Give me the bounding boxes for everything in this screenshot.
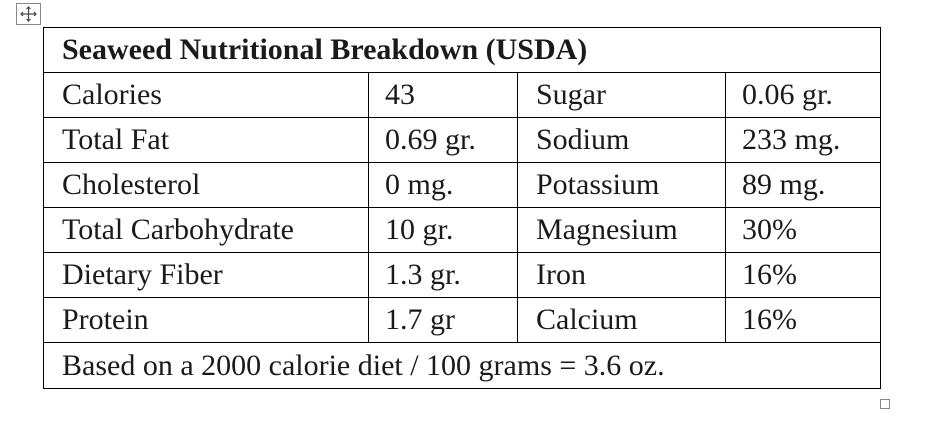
table-move-handle[interactable] <box>16 3 41 25</box>
nutrient-value: 0.69 gr. <box>368 117 518 163</box>
nutrient-name: Iron <box>517 252 726 298</box>
nutrient-name: Dietary Fiber <box>43 252 369 298</box>
nutrient-value: 1.3 gr. <box>368 252 518 298</box>
move-icon <box>20 6 37 22</box>
table-title: Seaweed Nutritional Breakdown (USDA) <box>42 27 882 73</box>
table-footer: Based on a 2000 calorie diet / 100 grams… <box>42 342 882 389</box>
nutrient-name: Magnesium <box>517 207 726 253</box>
table-row: Protein 1.7 gr Calcium 16% <box>43 297 882 343</box>
table-row: Calories 43 Sugar 0.06 gr. <box>43 72 882 118</box>
footer-row: Based on a 2000 calorie diet / 100 grams… <box>42 342 882 389</box>
title-row: Seaweed Nutritional Breakdown (USDA) <box>42 27 882 73</box>
nutrient-name: Cholesterol <box>43 162 369 208</box>
nutrient-value: 0 mg. <box>368 162 518 208</box>
nutrient-name: Potassium <box>517 162 726 208</box>
nutrient-value: 89 mg. <box>724 162 882 208</box>
nutrient-value: 10 gr. <box>368 207 518 253</box>
nutrient-name: Protein <box>43 297 369 343</box>
nutrient-name: Calories <box>43 72 369 118</box>
nutrient-name: Total Fat <box>43 117 369 163</box>
table-row: Total Fat 0.69 gr. Sodium 233 mg. <box>43 117 882 163</box>
nutrient-name: Sugar <box>517 72 726 118</box>
table-row: Dietary Fiber 1.3 gr. Iron 16% <box>43 252 882 298</box>
table-resize-handle[interactable] <box>880 399 890 409</box>
nutrient-name: Calcium <box>517 297 726 343</box>
nutrient-name: Sodium <box>517 117 726 163</box>
table-body: Seaweed Nutritional Breakdown (USDA) Cal… <box>42 27 882 389</box>
nutrient-value: 0.06 gr. <box>724 72 882 118</box>
nutrient-value: 30% <box>724 207 882 253</box>
table-row: Cholesterol 0 mg. Potassium 89 mg. <box>43 162 882 208</box>
table-row: Total Carbohydrate 10 gr. Magnesium 30% <box>43 207 882 253</box>
nutrient-value: 1.7 gr <box>368 297 518 343</box>
nutrient-value: 233 mg. <box>724 117 882 163</box>
nutrient-name: Total Carbohydrate <box>43 207 369 253</box>
nutrient-value: 43 <box>368 72 518 118</box>
nutrient-value: 16% <box>724 297 882 343</box>
nutrient-value: 16% <box>724 252 882 298</box>
nutrition-table: Seaweed Nutritional Breakdown (USDA) Cal… <box>42 27 882 389</box>
